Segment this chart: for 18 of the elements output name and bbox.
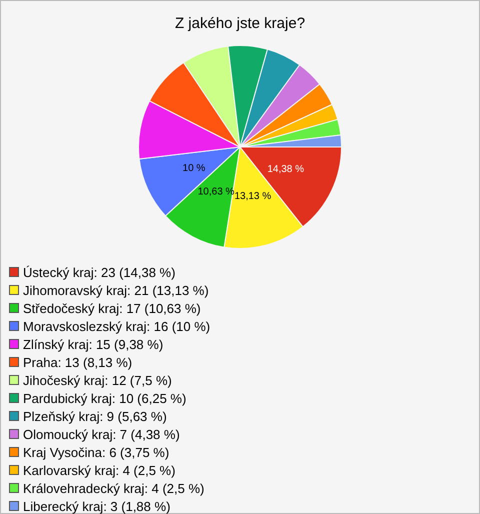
legend-label: Moravskoslezský kraj: 16 (10 %) <box>22 318 210 336</box>
legend-label: Jihočeský kraj: 12 (7,5 %) <box>22 372 173 390</box>
data-label: 13,13 % <box>234 190 272 202</box>
legend-label: Středočeský kraj: 17 (10,63 %) <box>22 300 202 318</box>
legend-label: Zlínský kraj: 15 (9,38 %) <box>22 336 164 354</box>
legend-label: Praha: 13 (8,13 %) <box>22 354 134 372</box>
legend-label: Jihomoravský kraj: 21 (13,13 %) <box>22 282 210 300</box>
data-label: 10 % <box>182 163 206 174</box>
legend-label: Ústecký kraj: 23 (14,38 %) <box>22 264 176 282</box>
chart-title: Z jakého jste kraje? <box>174 15 306 32</box>
legend-label: Olomoucký kraj: 7 (4,38 %) <box>22 426 181 444</box>
data-label: 14,38 % <box>267 164 304 175</box>
legend-label: Pardubický kraj: 10 (6,25 %) <box>22 390 188 408</box>
legend-label: Plzeňský kraj: 9 (5,63 %) <box>22 408 168 426</box>
legend-label: Kraj Vysočina: 6 (3,75 %) <box>22 444 170 462</box>
legend-label: Karlovarský kraj: 4 (2,5 %) <box>22 462 176 480</box>
legend-label: Liberecký kraj: 3 (1,88 %) <box>22 498 172 514</box>
legend-label: Královehradecký kraj: 4 (2,5 %) <box>22 480 206 498</box>
